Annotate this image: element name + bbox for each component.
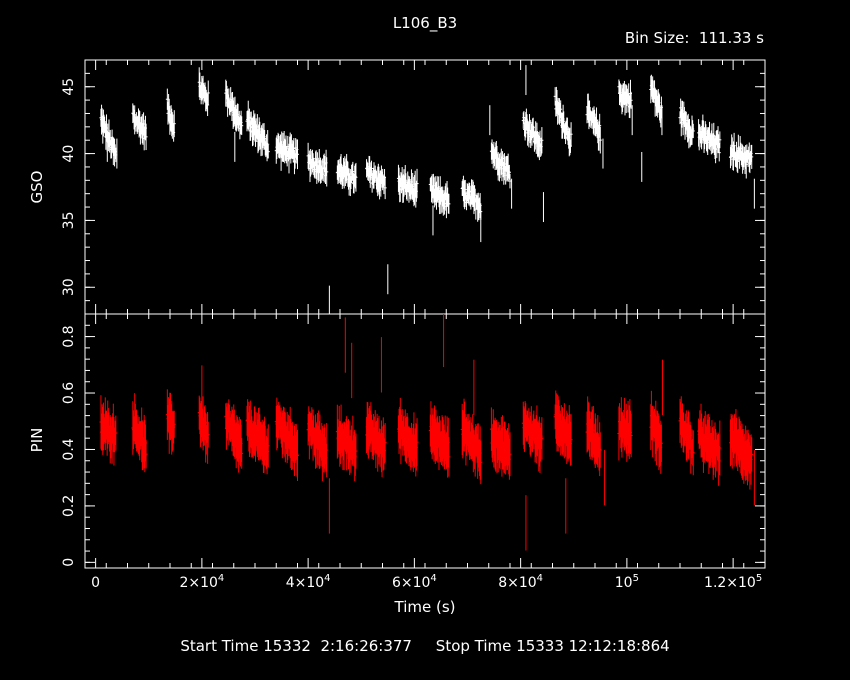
- x-tick-label: 105: [615, 573, 639, 591]
- x-tick-label: 8×104: [498, 573, 543, 591]
- pin-ytick-label: 0.2: [61, 495, 77, 517]
- pin-frame: [84, 313, 766, 569]
- start-stop-times: Start Time 15332 2:16:26:377 Stop Time 1…: [180, 637, 670, 655]
- gso-panel: 30 35 40 45: [61, 59, 766, 315]
- pin-ytick-label: 0.6: [61, 382, 77, 404]
- gso-ytick-label: 40: [61, 145, 77, 163]
- x-tick-label: 0: [91, 575, 100, 591]
- gso-ytick-label: 30: [61, 278, 77, 296]
- gso-y-axis-label: GSO: [28, 171, 46, 204]
- bin-size-label: Bin Size: 111.33 s: [624, 29, 764, 47]
- pin-y-axis-label: PIN: [28, 428, 46, 453]
- pin-ytick-label: 0: [61, 558, 77, 567]
- pin-ytick-label: 0.4: [61, 438, 77, 460]
- x-tick-label: 2×104: [179, 573, 224, 591]
- gso-ytick-label: 35: [61, 212, 77, 230]
- chart-title: L106_B3: [392, 14, 458, 32]
- x-tick-label: 6×104: [392, 573, 437, 591]
- gso-ytick-label: 45: [61, 78, 77, 96]
- x-tick-label: 1.2×105: [704, 573, 762, 591]
- gso-frame: [84, 59, 766, 315]
- pin-panel: 0 0.2 0.4 0.6 0.8 0 2×104 4×104 6×104 8×104 105 1.2…: [61, 313, 766, 591]
- pin-ytick-label: 0.8: [61, 325, 77, 347]
- x-axis-label: Time (s): [394, 598, 456, 616]
- x-tick-label: 4×104: [286, 573, 331, 591]
